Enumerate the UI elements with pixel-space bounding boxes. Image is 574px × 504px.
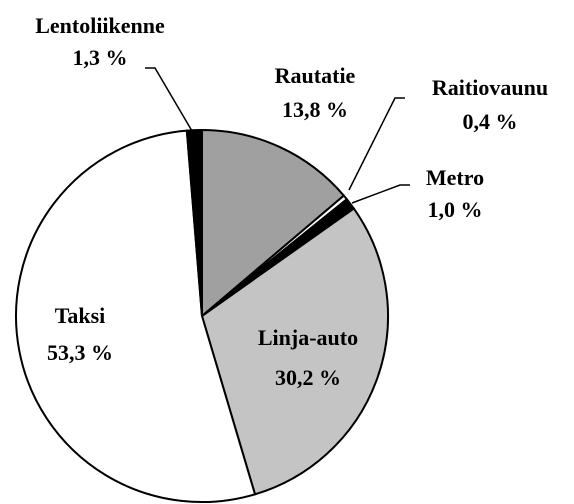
slice-label: Raitiovaunu: [432, 75, 548, 100]
pie-slice: [15, 129, 257, 503]
slice-value-label: 0,4 %: [463, 109, 518, 134]
slice-label: Taksi: [55, 303, 106, 328]
slice-value-label: 53,3 %: [47, 340, 113, 365]
slice-label: Rautatie: [275, 63, 356, 88]
slice-value-label: 13,8 %: [282, 97, 348, 122]
slice-label: Metro: [426, 165, 484, 190]
slice-value-label: 1,0 %: [428, 197, 483, 222]
leader-line: [145, 67, 193, 132]
slice-label: Linja-auto: [258, 325, 358, 350]
pie-slice: [200, 207, 389, 496]
leader-line: [348, 97, 405, 191]
pie-slice: [185, 128, 203, 317]
leader-line: [351, 184, 410, 204]
slice-value-label: 30,2 %: [275, 365, 341, 390]
slice-value-label: 1,3 %: [73, 45, 128, 70]
slice-label: Lentoliikenne: [35, 13, 165, 38]
pie-slice: [201, 128, 346, 319]
